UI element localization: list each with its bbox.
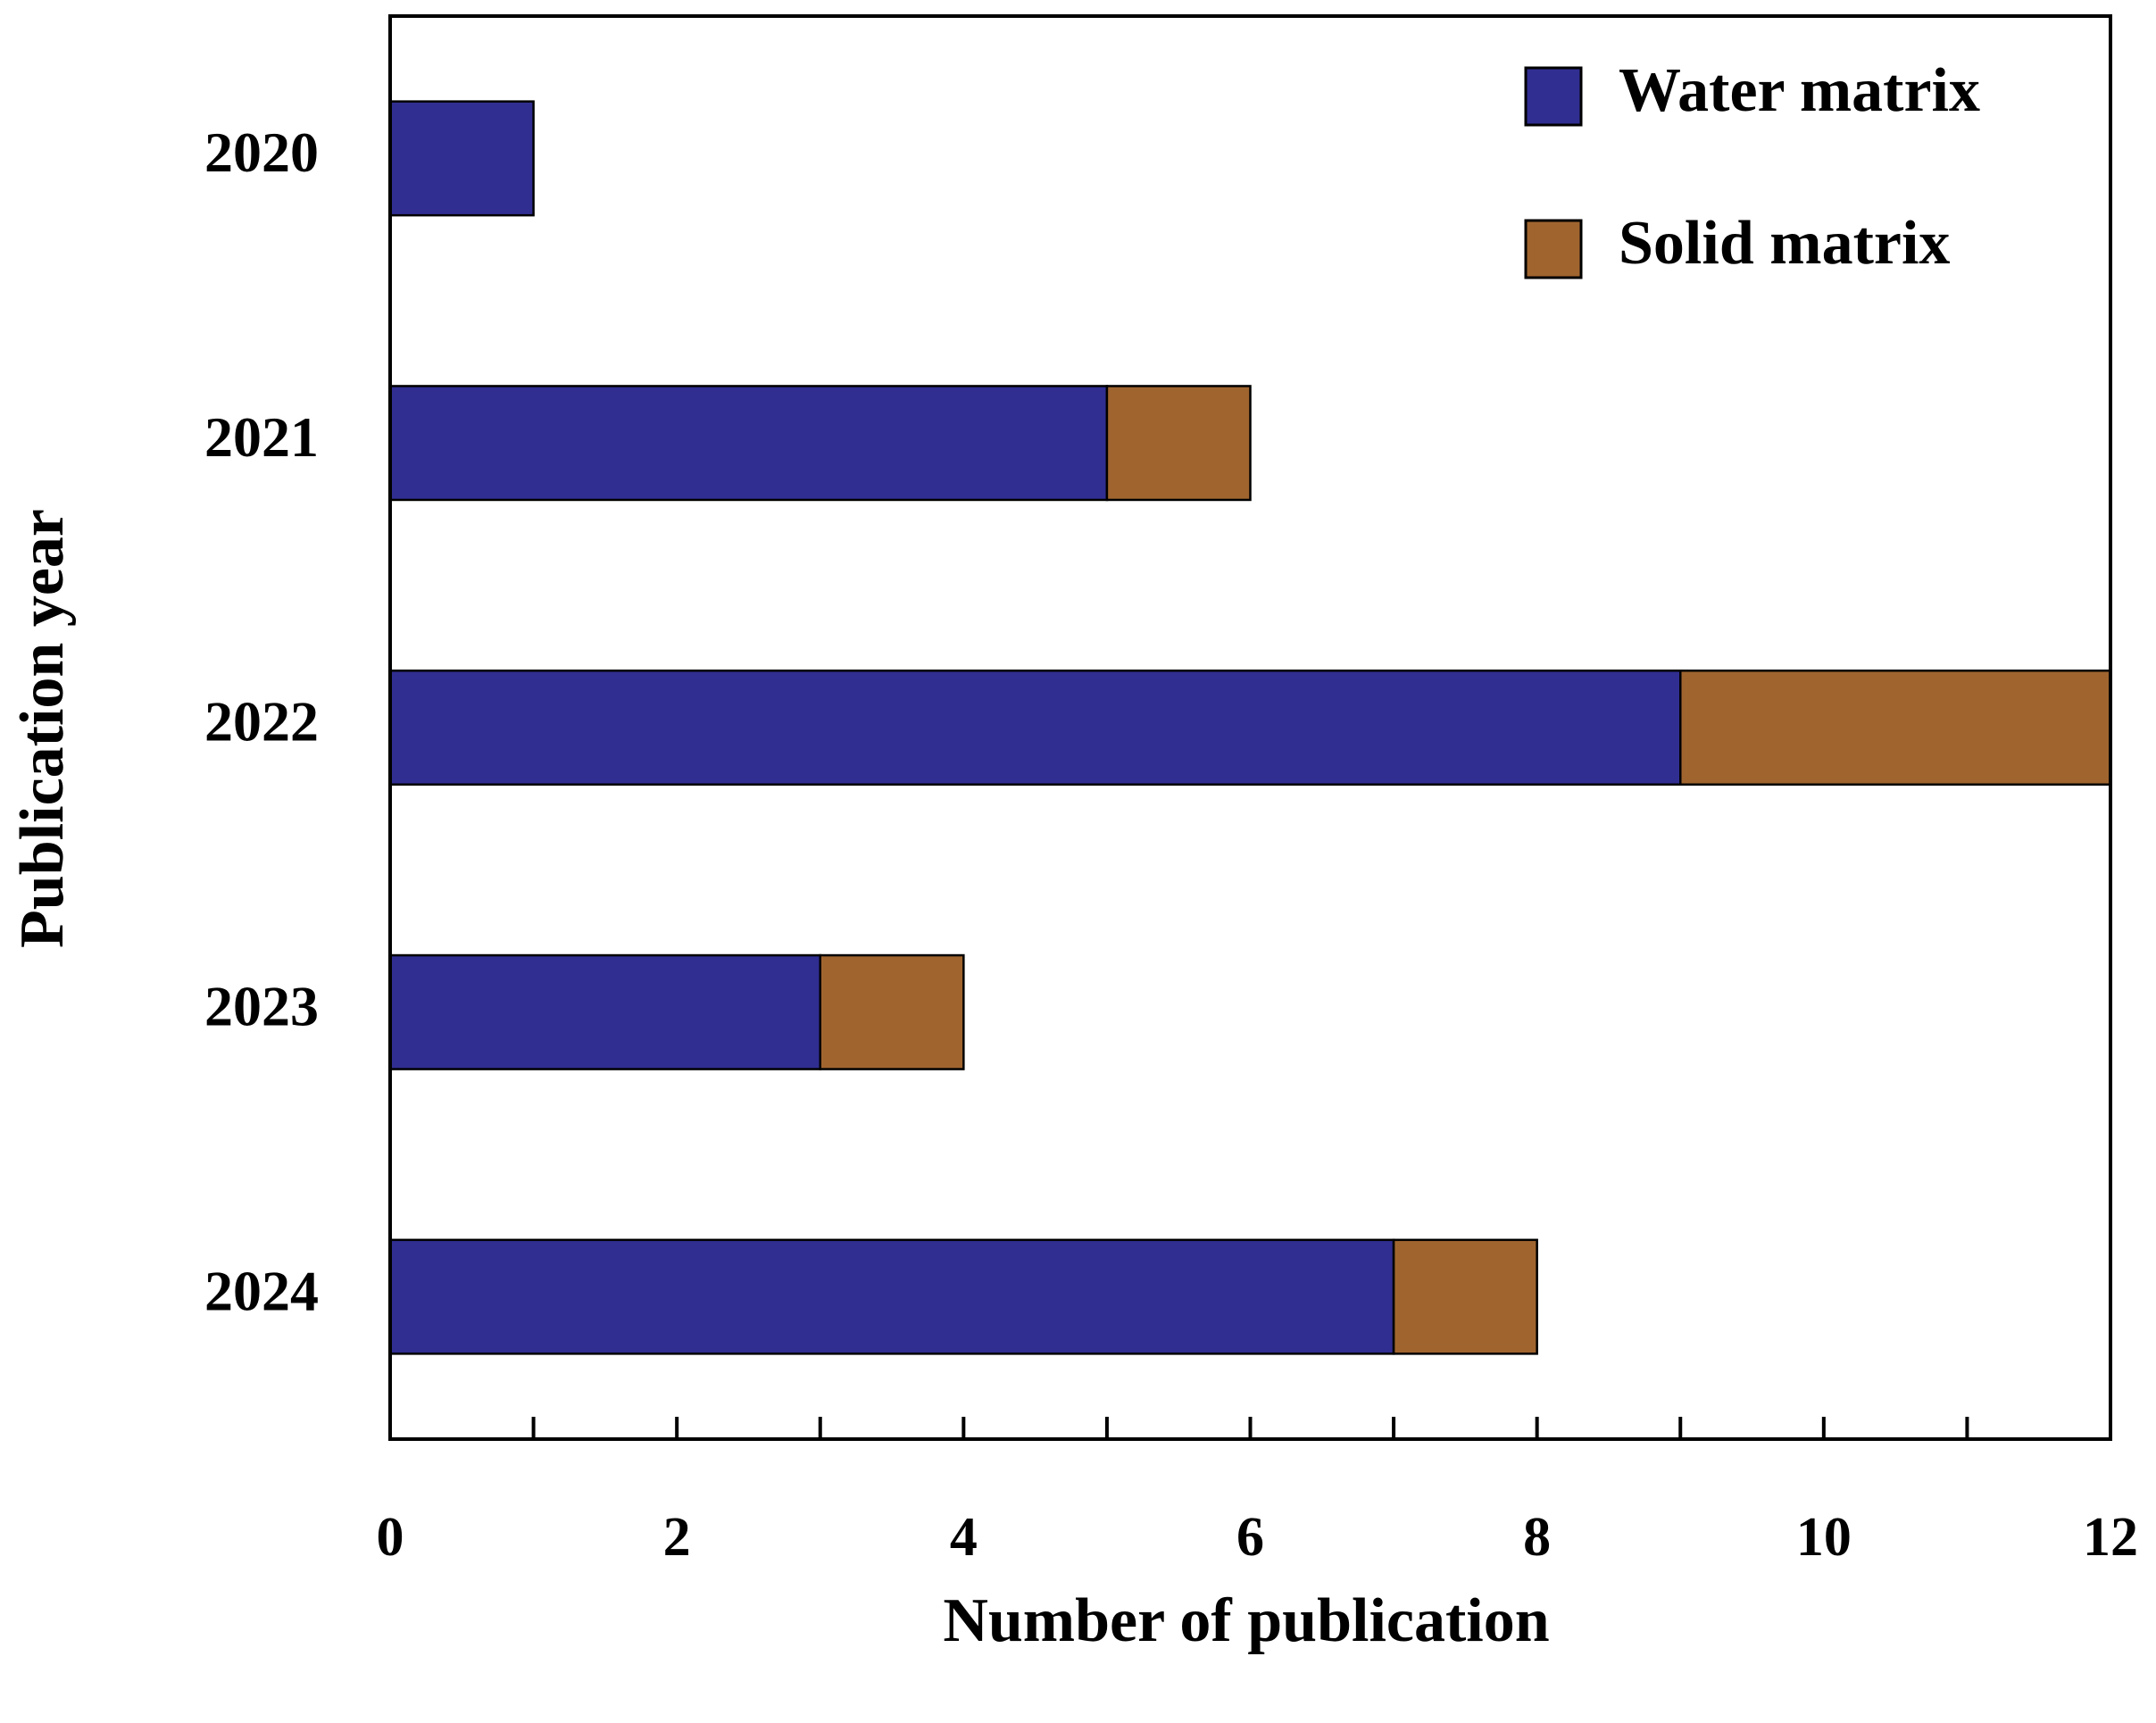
bar (388, 385, 1109, 502)
y-tick-label: 2021 (204, 405, 319, 469)
legend-label: Solid matrix (1619, 209, 1950, 278)
legend-label: Water matrix (1619, 56, 1980, 125)
bar (388, 100, 535, 217)
bar (819, 953, 965, 1070)
x-tick-label: 8 (1523, 1507, 1551, 1568)
legend-swatch (1524, 219, 1583, 279)
y-tick-label: 2023 (204, 974, 319, 1037)
bar (1105, 385, 1252, 502)
x-tick-label: 4 (950, 1507, 978, 1568)
bar (1679, 669, 2112, 787)
x-axis-label: Number of publication (943, 1586, 1549, 1655)
bar (388, 669, 1682, 787)
x-tick-label: 2 (663, 1507, 691, 1568)
legend-swatch (1524, 66, 1583, 127)
bar (388, 1238, 1395, 1355)
y-tick-label: 2022 (204, 690, 319, 753)
x-tick-label: 6 (1236, 1507, 1264, 1568)
y-axis-label: Publication year (8, 509, 77, 948)
y-tick-label: 2024 (204, 1259, 319, 1322)
y-tick-label: 2020 (204, 121, 319, 184)
bar (388, 953, 821, 1070)
x-tick-label: 12 (2083, 1507, 2138, 1568)
x-tick-label: 0 (377, 1507, 404, 1568)
bar (1392, 1238, 1538, 1355)
x-tick-label: 10 (1796, 1507, 1852, 1568)
